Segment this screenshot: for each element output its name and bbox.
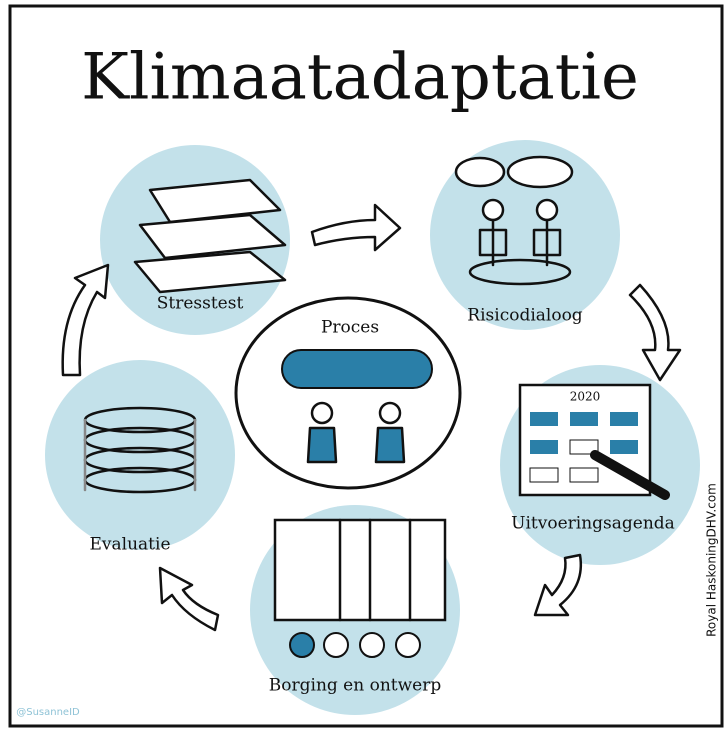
- diagram: Klimaatadaptatie 2020: [0, 0, 728, 738]
- node-label: Stresstest: [157, 294, 244, 314]
- node-label: Evaluatie: [90, 535, 171, 555]
- calendar-icon: 2020: [520, 385, 665, 495]
- map-layers-icon: [135, 180, 285, 292]
- signature: @SusanneID: [16, 707, 80, 718]
- calendar-year: 2020: [570, 390, 601, 404]
- credit: Royal HaskoningDHV.com: [705, 483, 719, 637]
- title: Klimaatadaptatie: [81, 41, 639, 115]
- center-label: Proces: [321, 318, 379, 338]
- process-board: [282, 350, 432, 388]
- node-label: Borging en ontwerp: [269, 676, 442, 696]
- evaluatie-blob: [45, 360, 235, 550]
- node-label: Uitvoeringsagenda: [511, 514, 675, 534]
- node-label: Risicodialoog: [467, 306, 583, 326]
